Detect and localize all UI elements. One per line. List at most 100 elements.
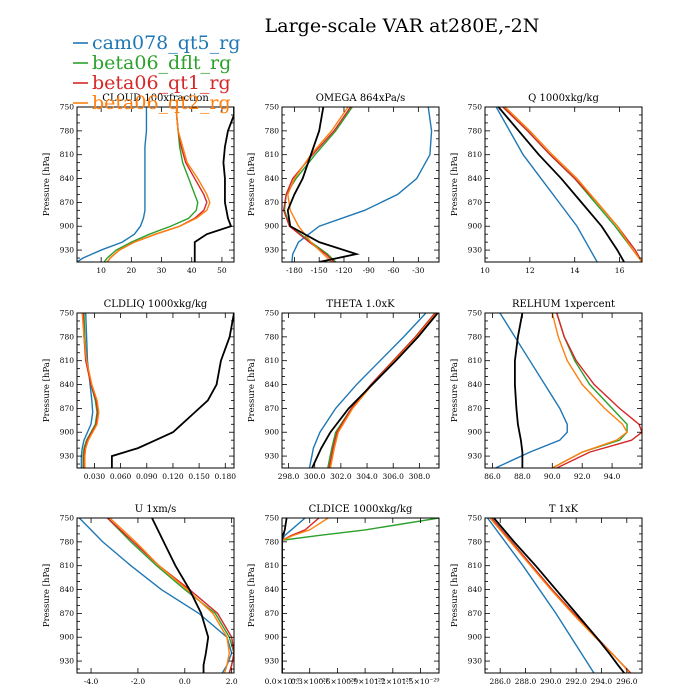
y-tick-label: 930: [60, 452, 75, 461]
y-tick-label: 780: [60, 332, 75, 341]
y-tick-label: 780: [468, 332, 483, 341]
x-tick-label: 306.0: [382, 472, 404, 481]
y-tick-label: 930: [265, 246, 280, 255]
y-axis-label: Pressure [hPa]: [42, 359, 52, 422]
series-line-control: [497, 107, 625, 262]
series-line-control: [286, 107, 360, 262]
y-tick-label: 930: [468, 246, 483, 255]
y-tick-label: 900: [468, 428, 483, 437]
y-axis-label: Pressure [hPa]: [450, 564, 460, 627]
y-tick-label: 900: [265, 428, 280, 437]
x-tick-label: 0.0×10⁻⁰: [265, 677, 300, 686]
series-line-beta06_qt1_rg: [502, 107, 642, 262]
x-tick-label: -180: [286, 266, 303, 275]
x-tick-label: 94.0: [604, 472, 621, 481]
x-tick-label: 288.0: [515, 677, 537, 686]
panel-title: U 1xm/s: [135, 504, 177, 515]
y-tick-label: 870: [265, 198, 280, 207]
panel-title: CLOUD 100xfraction: [102, 93, 209, 104]
y-tick-label: 870: [60, 609, 75, 618]
x-tick-label: 286.0: [489, 677, 511, 686]
series-line-beta06_qt2_rg: [551, 313, 628, 468]
x-tick-label: 90.0: [544, 472, 561, 481]
x-tick-label: 296.0: [616, 677, 638, 686]
x-tick-label: 0.9×10⁻²⁹: [346, 677, 384, 686]
series-line-beta06_qt1_rg: [82, 313, 99, 468]
series-line-beta06_qt2_rg: [504, 107, 642, 262]
y-axis-label: Pressure [hPa]: [450, 359, 460, 422]
x-tick-label: 308.0: [409, 472, 431, 481]
x-tick-label: -90: [363, 266, 375, 275]
plot-frame: [484, 517, 643, 674]
y-tick-label: 840: [468, 380, 483, 389]
y-tick-label: 840: [60, 380, 75, 389]
panel-5: THETA 1.0xK 750 780 810 840 870 900 930 Pressure…: [247, 299, 440, 481]
panel-6: RELHUM 1xpercent 750 780 810 840 870 900 930 Pre…: [450, 299, 643, 481]
panel-7: U 1xm/s 750 780 810 840 870 900 930 Pressure [hP…: [42, 504, 238, 686]
x-tick-label: 10: [96, 266, 106, 275]
x-tick-label: 16: [615, 266, 625, 275]
legend-entry: cam078_qt5_rg: [92, 32, 240, 54]
series-line-cam078_qt5_rg: [77, 107, 148, 262]
series-line-control: [311, 313, 439, 468]
y-tick-label: 840: [265, 174, 280, 183]
y-tick-label: 870: [468, 609, 483, 618]
series-line-beta06_qt2_rg: [106, 107, 211, 262]
series-line-cam078_qt5_rg: [495, 313, 568, 468]
x-tick-label: -4.0: [84, 677, 99, 686]
x-tick-label: 92.0: [574, 472, 591, 481]
x-tick-label: 304.0: [356, 472, 378, 481]
y-tick-label: 810: [60, 561, 75, 570]
panel-1: CLOUD 100xfraction 750 780 810 840 870 900 930 P…: [42, 93, 235, 275]
series-line-beta06_dflt_rg: [283, 107, 353, 262]
y-tick-label: 870: [468, 198, 483, 207]
x-tick-label: 0.3×10⁻²⁹: [291, 677, 329, 686]
x-tick-label: -60: [388, 266, 400, 275]
x-tick-label: 0.150: [188, 472, 210, 481]
y-tick-label: 900: [60, 222, 75, 231]
series-line-beta06_qt2_rg: [282, 518, 329, 673]
x-tick-label: 300.0: [304, 472, 326, 481]
y-axis-label: Pressure [hPa]: [247, 359, 257, 422]
y-tick-label: 900: [468, 222, 483, 231]
panel-4: CLDLIQ 1000xkg/kg 750 780 810 840 870 900 930 Pr…: [42, 299, 236, 481]
series-line-beta06_qt2_rg: [109, 518, 231, 673]
series-line-cam078_qt5_rg: [486, 518, 595, 673]
y-tick-label: 750: [468, 103, 483, 112]
x-tick-label: 294.0: [591, 677, 613, 686]
x-tick-label: 0.6×10⁻²⁹: [319, 677, 357, 686]
series-line-beta06_dflt_rg: [502, 107, 642, 262]
y-tick-label: 780: [468, 126, 483, 135]
y-tick-label: 870: [265, 609, 280, 618]
y-tick-label: 930: [265, 657, 280, 666]
y-tick-label: 930: [468, 657, 483, 666]
series-line-beta06_qt2_rg: [81, 313, 100, 468]
y-tick-label: 780: [60, 537, 75, 546]
y-tick-label: 930: [468, 452, 483, 461]
series-line-control: [110, 313, 234, 468]
series-line-beta06_dflt_rg: [282, 518, 439, 673]
legend-entry: beta06_qt1_rg: [92, 72, 231, 94]
series-line-beta06_qt2_rg: [329, 313, 437, 468]
panel-title: THETA 1.0xK: [326, 299, 395, 310]
series-line-cam078_qt5_rg: [495, 107, 598, 262]
y-tick-label: 810: [265, 356, 280, 365]
y-tick-label: 810: [468, 150, 483, 159]
panel-title: RELHUM 1xpercent: [512, 299, 615, 310]
y-tick-label: 900: [468, 633, 483, 642]
panel-2: OMEGA 864xPa/s 750 780 810 840 870 900 930 Press…: [247, 93, 440, 275]
plot-frame: [281, 517, 440, 674]
series-line-control: [151, 518, 210, 673]
y-tick-label: 840: [265, 380, 280, 389]
series-line-beta06_qt1_rg: [282, 107, 352, 262]
series-line-beta06_qt2_rg: [489, 518, 630, 673]
x-tick-label: -30: [412, 266, 424, 275]
x-tick-label: 20: [127, 266, 137, 275]
x-tick-label: 302.0: [330, 472, 352, 481]
y-tick-label: 870: [60, 404, 75, 413]
y-tick-label: 780: [60, 126, 75, 135]
x-tick-label: 30: [157, 266, 167, 275]
x-tick-label: 0.180: [215, 472, 237, 481]
y-tick-label: 750: [60, 309, 75, 318]
